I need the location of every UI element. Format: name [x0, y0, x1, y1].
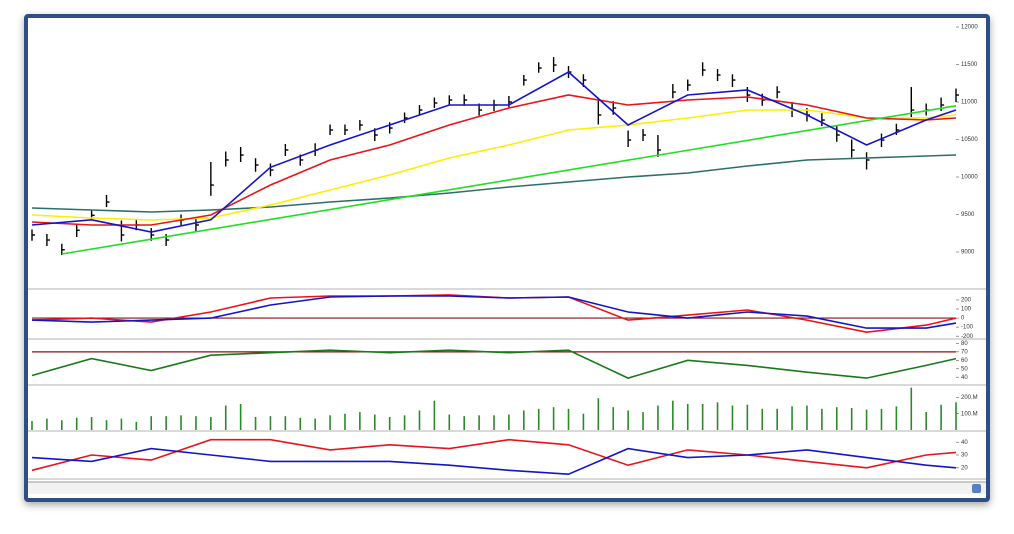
indicator-line	[31, 349, 957, 379]
y-tick-label: 60	[961, 358, 968, 364]
chart-window: 12000 11500 11000 10500 10000 9500 9000 200 100 0…	[24, 14, 990, 502]
y-tick-label: 30	[961, 453, 968, 459]
indicator-line	[31, 94, 957, 226]
y-tick-label: 100.M	[961, 411, 978, 417]
indicator-line	[31, 438, 957, 472]
y-tick-label: 40	[961, 375, 968, 381]
y-tick-label: 9500	[961, 212, 975, 218]
y-tick-label: -200	[961, 334, 974, 340]
y-tick-label: 0	[961, 316, 965, 322]
y-tick-label: 20	[961, 465, 968, 471]
chart: 12000 11500 11000 10500 10000 9500 9000 200 100 0…	[28, 18, 986, 494]
y-tick-label: -100	[961, 325, 974, 331]
indicator-line	[31, 447, 957, 476]
y-tick-label: 40	[961, 440, 968, 446]
indicator-line	[31, 294, 957, 334]
y-tick-label: 80	[961, 341, 968, 347]
indicator-line	[31, 154, 957, 213]
y-tick-label: 12000	[961, 25, 978, 31]
y-tick-label: 100	[961, 307, 972, 313]
y-tick-label: 200.M	[961, 395, 978, 401]
y-tick-label: 11000	[961, 100, 978, 106]
y-tick-label: 200	[961, 298, 972, 304]
scroll-icon[interactable]	[972, 484, 981, 493]
indicator-line	[31, 109, 957, 221]
axis-column	[954, 18, 986, 482]
y-tick-label: 10000	[961, 175, 978, 181]
y-tick-label: 9000	[961, 250, 975, 256]
y-tick-label: 10500	[961, 137, 978, 143]
y-tick-label: 50	[961, 366, 968, 372]
y-tick-label: 11500	[961, 62, 978, 68]
y-tick-label: 70	[961, 349, 968, 355]
date-strip	[28, 482, 986, 494]
indicator-line	[31, 71, 957, 233]
indicator-line	[61, 105, 957, 255]
indicator-line	[31, 295, 957, 329]
